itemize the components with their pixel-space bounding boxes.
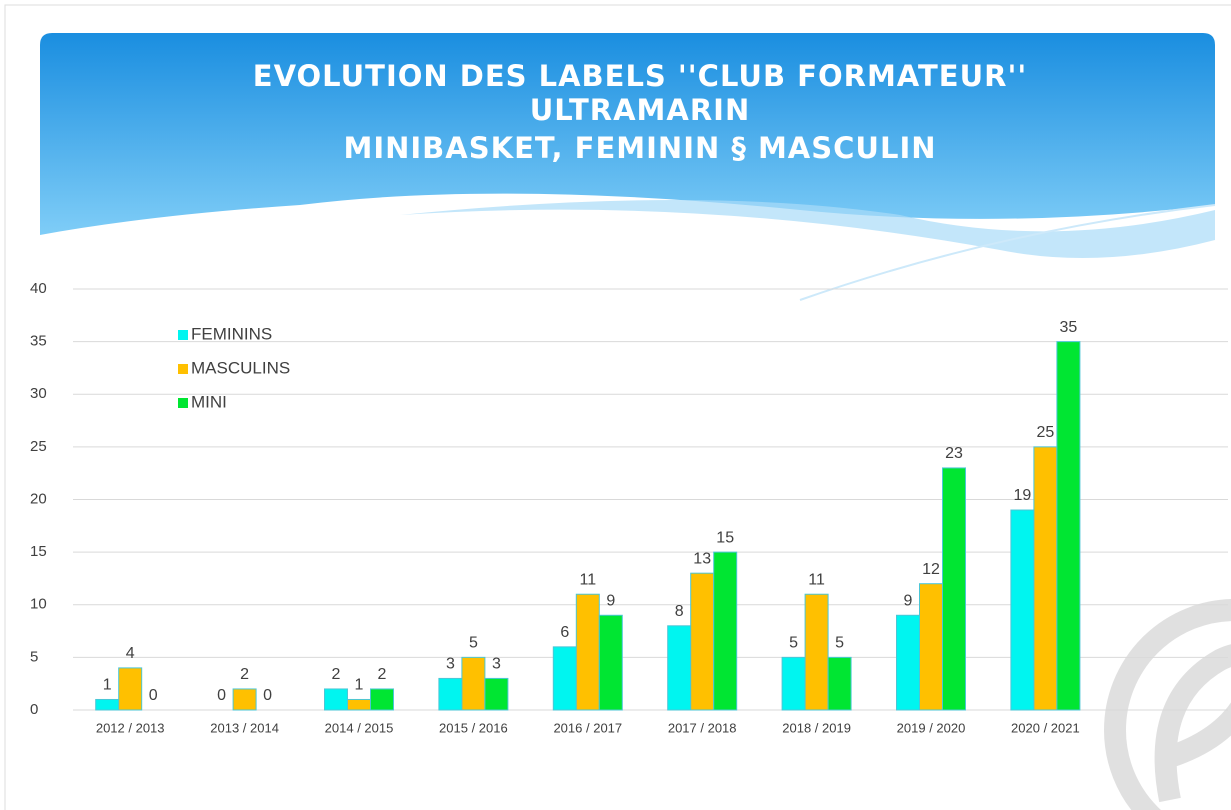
x-tick-label: 2014 / 2015 xyxy=(325,720,394,735)
value-label: 3 xyxy=(446,656,455,673)
x-tick-label: 2012 / 2013 xyxy=(96,720,165,735)
legend-swatch xyxy=(178,364,188,374)
bar xyxy=(690,572,715,711)
value-label: 35 xyxy=(1060,319,1078,336)
bar xyxy=(942,467,966,711)
value-label: 6 xyxy=(560,624,569,641)
value-label: 23 xyxy=(945,445,963,462)
bar xyxy=(324,688,348,711)
x-tick-label: 2019 / 2020 xyxy=(897,720,966,735)
value-label: 25 xyxy=(1037,424,1055,441)
header-banner xyxy=(40,33,1215,235)
frame xyxy=(4,4,1231,810)
bar xyxy=(667,625,692,711)
y-tick-label: 35 xyxy=(30,333,47,350)
value-label: 0 xyxy=(149,687,158,704)
bar xyxy=(95,698,120,711)
bar xyxy=(804,593,829,711)
value-label: 5 xyxy=(469,635,478,652)
x-tick-label: 2020 / 2021 xyxy=(1011,720,1080,735)
value-label: 13 xyxy=(693,550,711,567)
value-label: 1 xyxy=(355,677,364,694)
bar xyxy=(919,583,943,711)
bar xyxy=(1033,446,1058,711)
watermark xyxy=(1104,599,1231,810)
y-tick-label: 40 xyxy=(30,280,47,297)
chart-title: MINIBASKET, FEMININ § MASCULIN xyxy=(343,131,936,165)
bar xyxy=(598,614,623,711)
bar xyxy=(781,656,806,711)
bar xyxy=(232,688,257,711)
bar xyxy=(461,656,486,711)
bar xyxy=(118,667,143,711)
value-label: 11 xyxy=(579,571,596,588)
legend-swatch xyxy=(178,398,188,408)
legend-swatch xyxy=(178,330,188,340)
value-label: 2 xyxy=(240,666,249,683)
value-label: 0 xyxy=(263,687,272,704)
value-label: 9 xyxy=(904,592,913,609)
value-label: 8 xyxy=(675,603,684,620)
x-tick-label: 2016 / 2017 xyxy=(553,720,622,735)
value-label: 0 xyxy=(217,687,226,704)
value-label: 3 xyxy=(492,656,501,673)
x-tick-label: 2018 / 2019 xyxy=(782,720,851,735)
wave xyxy=(400,200,1215,258)
bar xyxy=(484,677,509,711)
bar xyxy=(552,646,577,711)
value-label: 11 xyxy=(808,571,825,588)
x-tick-label: 2017 / 2018 xyxy=(668,720,737,735)
value-label: 19 xyxy=(1014,487,1032,504)
bar xyxy=(370,688,394,711)
y-tick-label: 0 xyxy=(30,701,38,718)
legend-label: MINI xyxy=(191,392,227,411)
bar xyxy=(896,614,920,711)
value-label: 5 xyxy=(835,635,844,652)
chart-title: ULTRAMARIN xyxy=(530,93,750,127)
value-label: 1 xyxy=(103,677,112,694)
bar xyxy=(1010,509,1035,711)
value-label: 15 xyxy=(716,529,734,546)
y-tick-label: 25 xyxy=(30,438,47,455)
bar xyxy=(1056,341,1081,711)
y-tick-label: 20 xyxy=(30,490,47,507)
legend-label: MASCULINS xyxy=(191,358,290,377)
chart-title: EVOLUTION DES LABELS ''CLUB FORMATEUR'' xyxy=(253,59,1027,93)
y-tick-label: 15 xyxy=(30,543,47,560)
y-tick-label: 30 xyxy=(30,385,47,402)
value-label: 2 xyxy=(378,666,387,683)
value-label: 2 xyxy=(332,666,341,683)
bar xyxy=(827,656,852,711)
bar xyxy=(438,677,463,711)
value-label: 12 xyxy=(922,561,940,578)
y-tick-label: 5 xyxy=(30,648,38,665)
value-label: 9 xyxy=(606,592,615,609)
x-tick-label: 2015 / 2016 xyxy=(439,720,508,735)
bar xyxy=(575,593,600,711)
x-tick-label: 2013 / 2014 xyxy=(210,720,279,735)
bar xyxy=(713,551,738,711)
bar xyxy=(347,698,371,711)
value-label: 5 xyxy=(789,635,798,652)
y-tick-label: 10 xyxy=(30,596,47,613)
wave-line xyxy=(799,204,1216,301)
legend-label: FEMININS xyxy=(191,324,272,343)
value-label: 4 xyxy=(126,645,135,662)
